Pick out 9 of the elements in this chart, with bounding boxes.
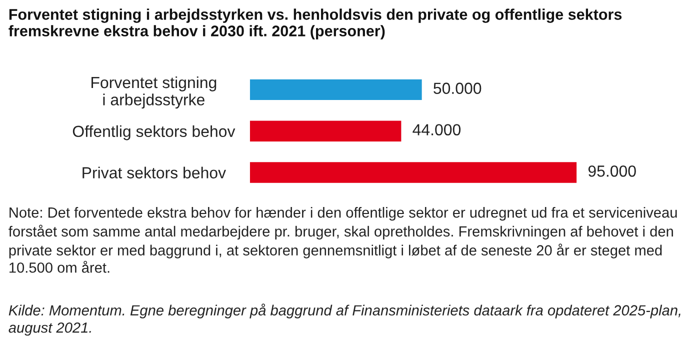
y-tick-label: Privat sektors behov xyxy=(82,166,226,178)
text: Kilde: Momentum. Egne beregninger på baggrund af Finansministeriets dataark fra opdateret 2025-plan, august 2021. xyxy=(8,304,680,336)
data-label: 50.000 xyxy=(434,82,482,94)
chart-title: Forventet stigning i arbejdsstyrken vs. henholdsvis den private og offentlige sektors fremskrevne ekstra behov i 2030 ift. 2021 (personer) xyxy=(8,8,622,40)
y-tick-label: Forventet stigning i arbejdsstyrke xyxy=(92,76,216,109)
y-tick-label: Offentlig sektors behov xyxy=(72,125,236,140)
text: Note: Det forventede ekstra behov for hænder i den offentlige sektor er udregnet ud fra et serviceniveau forstået som samme antal medarbejdere pr. bruger, skal opretholdes. Fremskrivningen af behovet i den private sektor er med baggrund i, at sektoren gennemsnitligt i løbet af de seneste 20 år er steget med 10.500 om året. xyxy=(8,207,677,273)
data-label: 44.000 xyxy=(412,124,461,136)
data-label: 95.000 xyxy=(588,165,636,177)
